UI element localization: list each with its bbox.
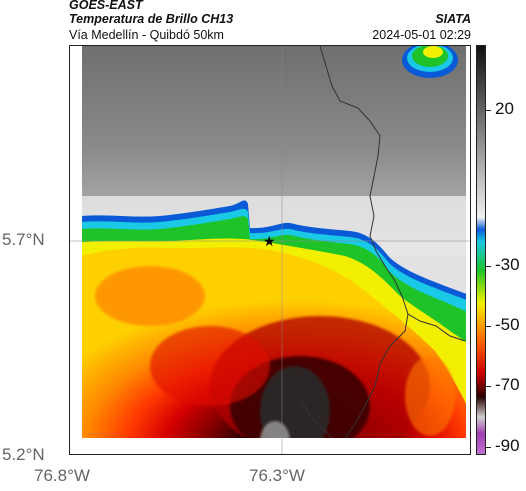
colorbar-label-minus70: -70 [495,375,520,394]
colorbar-label-20: 20 [495,99,514,118]
colorbar-tick [486,110,491,111]
satellite-source: GOES-EAST [69,0,143,12]
boundary-line [319,46,466,342]
latitude-label-5-2: 5.2°N [2,445,45,464]
longitude-label-76-8: 76.8°W [34,466,90,485]
colorbar-tick [486,386,491,387]
latitude-label-5-7: 5.7°N [2,230,45,249]
colorbar-label-minus90: -90 [495,436,520,455]
datetime-label: 2024-05-01 02:29 [372,28,471,42]
colorbar-gradient [477,46,485,454]
colorbar-label-minus30: -30 [495,255,520,274]
organization-label: SIATA [435,12,471,26]
colorbar-label-minus50: -50 [495,315,520,334]
colorbar-tick [486,326,491,327]
route-label: Vía Medellín - Quibdó 50km [69,28,224,42]
colorbar-tick [486,447,491,448]
longitude-label-76-3: 76.3°W [249,466,305,485]
colorbar-tick [486,266,491,267]
colorbar [476,45,486,455]
map-canvas: ★ [70,46,470,454]
location-star-icon: ★ [263,234,276,250]
satellite-map[interactable]: ★ [69,45,471,455]
product-title: Temperatura de Brillo CH13 [69,12,234,26]
